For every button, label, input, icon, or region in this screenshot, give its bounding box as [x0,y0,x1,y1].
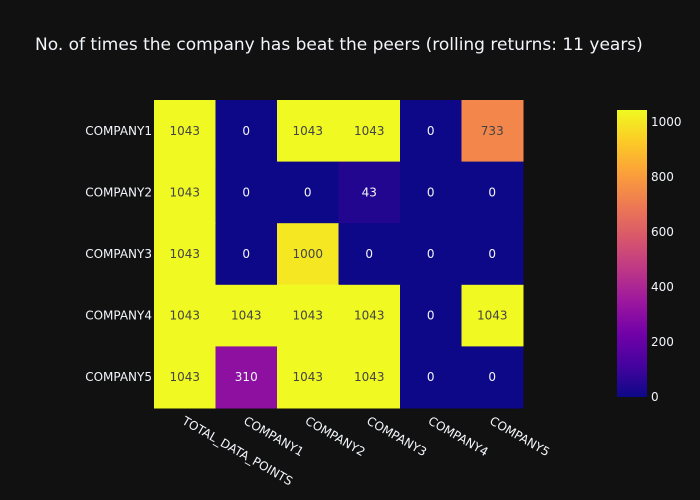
cell-value-label: 0 [427,247,435,261]
heatmap-cell [461,161,524,224]
heatmap-cell [277,284,339,347]
heatmap-cell [338,161,401,224]
heatmap-cell [154,100,216,163]
heatmap-cell [461,223,524,286]
cell-value-label: 1043 [169,309,200,323]
colorbar-tick-label: 0 [651,390,659,404]
cell-value-label: 0 [427,124,435,138]
heatmap-cell [461,100,524,163]
cell-value-label: 1000 [292,247,323,261]
cell-value-label: 0 [488,185,496,199]
heatmap-cell [277,346,339,409]
colorbar-tick-label: 200 [651,335,674,349]
y-axis-ticks: COMPANY1 COMPANY2 COMPANY3 COMPANY4 COMPANY5 [85,124,152,384]
cell-value-label: 0 [427,185,435,199]
cell-value-label: 0 [304,185,312,199]
heatmap-cells: 1043 0 1043 1043 0 733 1043 0 0 43 0 0 1043 0 1000 0 0 0 1… [154,100,524,409]
cell-value-label: 0 [427,370,435,384]
cell-value-label: 1043 [169,370,200,384]
heatmap-cell [154,346,216,409]
cell-value-label: 1043 [354,124,385,138]
heatmap-cell [277,100,339,163]
heatmap-cell [277,161,339,224]
heatmap-cell [215,346,278,409]
heatmap-cell [461,284,524,347]
heatmap-cell [154,223,216,286]
cell-value-label: 0 [242,185,250,199]
cell-value-label: 1043 [292,309,323,323]
y-tick-label: COMPANY1 [85,124,152,138]
heatmap-cell [154,161,216,224]
y-tick-label: COMPANY5 [85,370,152,384]
heatmap-cell [461,346,524,409]
heatmap-cell [400,346,462,409]
heatmap-cell [400,100,462,163]
heatmap-cell [215,223,278,286]
y-tick-label: COMPANY3 [85,247,152,261]
cell-value-label: 0 [488,370,496,384]
cell-value-label: 0 [488,247,496,261]
cell-value-label: 1043 [292,124,323,138]
y-tick-label: COMPANY2 [85,185,152,199]
cell-value-label: 1043 [477,309,508,323]
cell-value-label: 0 [242,124,250,138]
cell-value-label: 0 [365,247,373,261]
colorbar: 0 200 400 600 800 1000 [617,110,682,404]
cell-value-label: 1043 [354,370,385,384]
heatmap-cell [215,100,278,163]
cell-value-label: 0 [242,247,250,261]
heatmap-cell [277,223,339,286]
cell-value-label: 0 [427,309,435,323]
heatmap-cell [400,223,462,286]
heatmap-cell [338,223,401,286]
colorbar-tick-label: 400 [651,280,674,294]
cell-value-label: 733 [481,124,504,138]
colorbar-gradient [617,110,647,397]
heatmap-cell [400,161,462,224]
heatmap-cell [215,284,278,347]
heatmap-cell [400,284,462,347]
y-tick-label: COMPANY4 [85,309,152,323]
cell-value-label: 1043 [231,309,262,323]
cell-value-label: 1043 [354,309,385,323]
cell-value-label: 310 [235,370,258,384]
cell-value-label: 1043 [169,124,200,138]
colorbar-tick-label: 1000 [651,115,682,129]
heatmap-cell [154,284,216,347]
cell-value-label: 43 [362,185,377,199]
heatmap-cell [338,346,401,409]
chart-title: No. of times the company has beat the pe… [35,35,643,55]
heatmap-cell [215,161,278,224]
cell-value-label: 1043 [169,185,200,199]
cell-value-label: 1043 [169,247,200,261]
colorbar-tick-label: 800 [651,170,674,184]
colorbar-tick-label: 600 [651,225,674,239]
heatmap-cell [338,284,401,347]
heatmap-cell [338,100,401,163]
cell-value-label: 1043 [292,370,323,384]
